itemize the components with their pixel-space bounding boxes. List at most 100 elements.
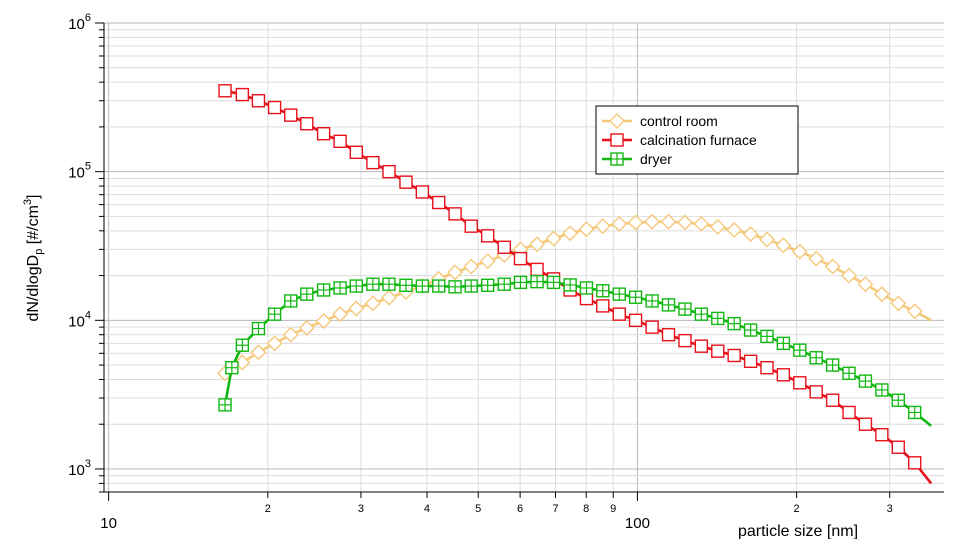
data-point-control-room <box>808 250 825 267</box>
data-point-control-room <box>266 335 283 352</box>
data-point-calcination-furnace <box>743 354 758 369</box>
data-point-dryer <box>546 275 561 290</box>
data-point-dryer <box>776 336 791 351</box>
data-point-calcination-furnace <box>284 108 298 122</box>
data-point-control-room <box>529 236 546 253</box>
data-point-calcination-furnace <box>316 127 331 141</box>
data-point-control-room <box>758 231 775 248</box>
data-point-dryer <box>218 398 232 412</box>
data-point-dryer <box>432 279 446 293</box>
data-point-dryer <box>809 351 823 365</box>
data-point-dryer <box>908 405 922 420</box>
legend: control room calcination furnace dryer <box>595 105 799 175</box>
data-point-dryer <box>612 287 626 301</box>
data-point-dryer <box>399 278 413 293</box>
data-point-control-room <box>545 230 562 247</box>
data-point-dryer <box>858 374 873 388</box>
data-point-dryer <box>333 281 347 295</box>
data-point-control-room <box>627 214 644 231</box>
data-point-control-room <box>562 225 579 242</box>
legend-label: control room <box>640 113 718 129</box>
data-point-calcination-furnace <box>480 229 495 243</box>
data-point-dryer <box>694 307 709 321</box>
data-point-control-room <box>364 295 381 312</box>
data-point-control-room <box>742 226 759 243</box>
data-point-control-room <box>726 222 743 239</box>
data-point-calcination-furnace <box>366 155 380 170</box>
data-point-calcination-furnace <box>464 219 478 233</box>
data-point-dryer <box>513 275 528 290</box>
data-point-calcination-furnace <box>612 307 626 321</box>
data-point-control-room <box>381 289 397 306</box>
data-point-control-room <box>660 213 677 230</box>
legend-item-dryer: dryer <box>602 151 672 167</box>
legend-swatch-marker <box>610 152 624 166</box>
series-control-room <box>217 213 932 382</box>
data-point-dryer <box>284 294 298 308</box>
x-tick-label-minor: 5 <box>475 503 481 515</box>
y-tick-label: 104 <box>68 309 91 330</box>
data-point-calcination-furnace <box>432 195 446 210</box>
data-point-calcination-furnace <box>628 313 643 328</box>
series-dryer <box>218 274 932 427</box>
data-point-dryer <box>563 278 577 292</box>
data-point-dryer <box>793 343 807 357</box>
x-tick-label-minor: 2 <box>794 503 800 515</box>
data-point-control-room <box>611 215 628 232</box>
data-point-dryer <box>875 383 889 397</box>
y-tick-label: 103 <box>68 458 91 479</box>
data-point-control-room <box>644 213 661 230</box>
data-point-dryer <box>628 290 643 304</box>
data-point-calcination-furnace <box>858 417 873 431</box>
data-point-control-room <box>250 344 267 361</box>
legend-label: dryer <box>640 151 672 167</box>
data-point-calcination-furnace <box>251 94 266 108</box>
data-point-dryer <box>235 338 250 352</box>
legend-swatch-marker <box>609 113 625 129</box>
data-point-control-room <box>348 300 365 317</box>
data-point-control-room <box>676 214 693 231</box>
data-point-calcination-furnace <box>645 320 659 334</box>
legend-item-calcination-furnace: calcination furnace <box>602 132 757 148</box>
data-point-dryer <box>497 277 511 291</box>
data-point-dryer <box>743 323 758 337</box>
data-point-control-room <box>332 306 349 323</box>
data-point-dryer <box>300 287 314 301</box>
x-axis-title: particle size [nm] <box>738 523 858 539</box>
x-tick-label: 100 <box>625 515 650 532</box>
legend-label: calcination furnace <box>640 132 757 148</box>
data-point-control-room <box>282 326 299 343</box>
data-point-dryer <box>316 283 331 297</box>
data-point-dryer <box>480 278 495 293</box>
data-point-calcination-furnace <box>711 344 725 358</box>
data-point-control-room <box>709 218 726 235</box>
data-point-control-room <box>857 276 874 293</box>
x-tick-label-minor: 3 <box>887 503 893 515</box>
data-point-calcination-furnace <box>415 185 430 199</box>
ticks: 10 100 2 3 4 5 6 7 8 9 2 3 103 104 105 106 <box>68 12 893 532</box>
data-point-calcination-furnace <box>776 368 791 382</box>
data-point-calcination-furnace <box>678 333 692 348</box>
data-point-dryer <box>891 393 905 407</box>
data-point-calcination-furnace <box>809 385 823 399</box>
data-point-calcination-furnace <box>218 84 232 98</box>
data-point-calcination-furnace <box>235 87 250 102</box>
data-point-calcination-furnace <box>513 251 528 266</box>
data-point-dryer <box>645 294 659 308</box>
y-tick-label: 106 <box>68 12 91 33</box>
data-point-control-room <box>791 243 808 260</box>
data-point-calcination-furnace <box>382 164 396 179</box>
data-point-calcination-furnace <box>300 117 314 131</box>
data-point-calcination-furnace <box>661 328 676 342</box>
data-point-calcination-furnace <box>842 405 856 420</box>
data-point-dryer <box>842 366 856 381</box>
data-point-calcination-furnace <box>596 299 610 313</box>
data-point-control-room <box>578 221 595 238</box>
x-tick-label-minor: 4 <box>424 503 430 515</box>
series <box>217 84 933 485</box>
data-point-control-room <box>447 264 464 281</box>
data-point-dryer <box>678 302 692 316</box>
data-point-dryer <box>711 311 725 326</box>
legend-swatch-marker <box>610 133 624 147</box>
